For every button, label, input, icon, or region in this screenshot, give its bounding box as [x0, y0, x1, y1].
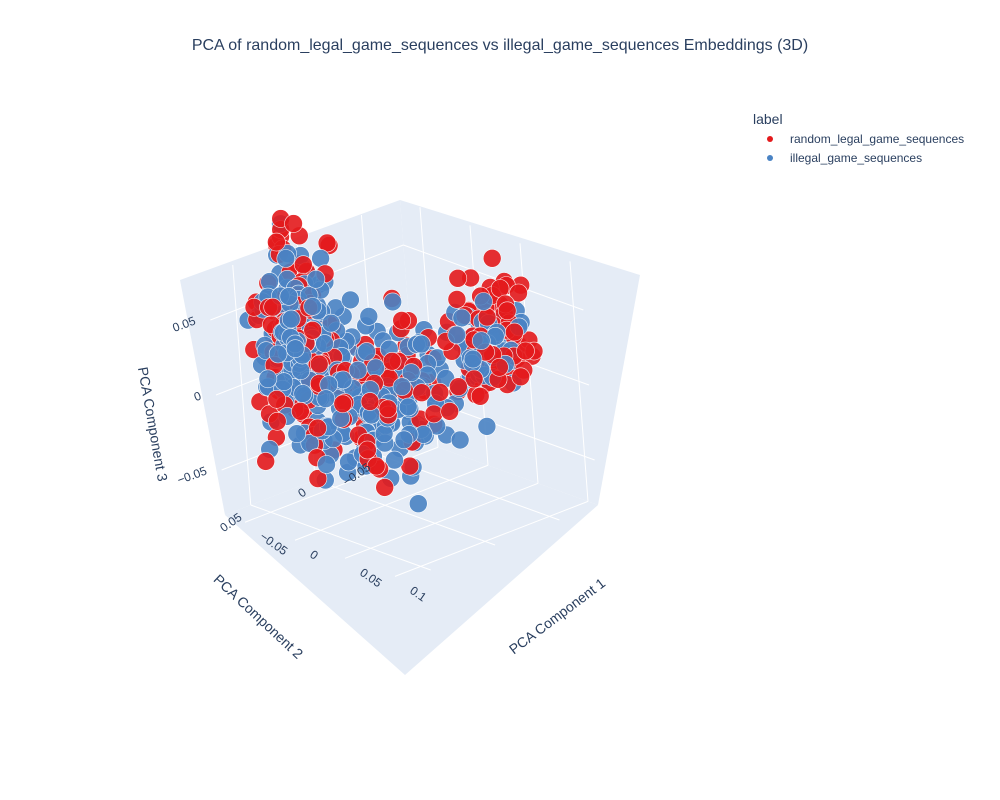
legend-title: label — [753, 111, 783, 127]
point-illegal — [408, 494, 428, 514]
legend-label-illegal: illegal_game_sequences — [790, 151, 922, 165]
grid-line — [294, 464, 489, 541]
point-random-legal — [303, 320, 323, 340]
point-random-legal — [392, 311, 412, 330]
point-illegal — [374, 424, 394, 444]
point-random-legal — [267, 411, 287, 431]
grid-line — [314, 479, 496, 546]
point-illegal — [317, 455, 336, 474]
point-illegal — [293, 384, 313, 403]
point-random-legal — [516, 341, 535, 361]
point-random-legal — [412, 383, 432, 403]
point-random-legal — [267, 232, 286, 252]
point-random-legal — [308, 469, 328, 488]
point-illegal — [274, 372, 294, 392]
y-axis-title: PCA Component 2 — [211, 571, 307, 662]
point-illegal — [477, 417, 497, 436]
point-illegal — [287, 424, 307, 444]
point-illegal — [303, 297, 322, 316]
point-random-legal — [309, 354, 329, 374]
point-illegal — [357, 342, 376, 361]
point-illegal — [450, 430, 470, 450]
point-random-legal — [511, 367, 531, 387]
z-tick-label: 0 — [192, 389, 203, 405]
point-random-legal — [430, 382, 450, 402]
z-tick-label: −0.05 — [175, 464, 209, 488]
point-illegal — [412, 334, 431, 354]
point-random-legal — [360, 392, 380, 411]
point-illegal — [447, 325, 467, 345]
floor-pane — [225, 440, 598, 675]
grid-line — [403, 244, 584, 311]
point-illegal — [348, 360, 368, 380]
point-random-legal — [490, 357, 509, 377]
legend-item-illegal[interactable]: illegal_game_sequences — [767, 151, 922, 165]
point-illegal — [471, 331, 491, 351]
point-illegal — [385, 450, 404, 470]
point-illegal — [285, 339, 305, 359]
point-random-legal — [477, 307, 497, 327]
point-random-legal — [308, 418, 327, 438]
point-random-legal — [382, 351, 402, 371]
legend-marker-random-legal — [767, 136, 773, 142]
grid-line — [394, 500, 589, 577]
grid-line — [250, 504, 431, 571]
point-illegal — [279, 287, 299, 306]
point-illegal — [359, 307, 379, 326]
point-illegal — [401, 363, 421, 383]
point-illegal — [306, 269, 326, 289]
point-illegal — [463, 349, 483, 369]
point-illegal — [321, 313, 341, 333]
point-random-legal — [482, 248, 502, 268]
point-random-legal — [378, 399, 398, 419]
point-illegal — [452, 308, 472, 328]
point-random-legal — [358, 440, 377, 460]
point-random-legal — [284, 214, 303, 233]
point-illegal — [268, 344, 288, 364]
point-random-legal — [263, 297, 283, 317]
legend: label random_legal_game_sequences illega… — [753, 111, 964, 165]
point-illegal — [392, 377, 412, 397]
point-illegal — [291, 361, 311, 381]
scatter-points — [238, 209, 544, 514]
point-random-legal — [447, 290, 467, 309]
z-axis-title: PCA Component 3 — [135, 366, 171, 483]
point-random-legal — [464, 369, 484, 389]
point-random-legal — [291, 401, 310, 421]
point-illegal — [258, 369, 278, 389]
point-illegal — [281, 309, 301, 329]
x-axis-title: PCA Component 1 — [506, 575, 608, 658]
3d-scene[interactable] — [180, 200, 640, 675]
point-random-legal — [449, 377, 468, 397]
point-random-legal — [375, 478, 395, 497]
point-random-legal — [256, 452, 276, 471]
legend-item-random-legal[interactable]: random_legal_game_sequences — [767, 132, 964, 146]
point-illegal — [394, 430, 414, 450]
point-illegal — [315, 334, 334, 353]
point-random-legal — [497, 301, 517, 321]
point-random-legal — [293, 255, 313, 275]
point-illegal — [316, 389, 336, 409]
point-random-legal — [505, 322, 524, 342]
point-illegal — [339, 452, 358, 472]
legend-label-random-legal: random_legal_game_sequences — [790, 132, 964, 146]
chart-title: PCA of random_legal_game_sequences vs il… — [192, 37, 808, 54]
point-random-legal — [267, 389, 287, 409]
point-illegal — [474, 292, 493, 311]
point-random-legal — [440, 402, 460, 421]
point-illegal — [383, 292, 403, 312]
grid-line — [344, 482, 539, 559]
legend-marker-illegal — [767, 155, 773, 161]
point-random-legal — [470, 386, 490, 406]
point-random-legal — [366, 456, 386, 476]
point-random-legal — [509, 283, 528, 303]
point-illegal — [276, 249, 296, 268]
point-illegal — [341, 290, 360, 310]
point-random-legal — [424, 404, 444, 424]
point-illegal — [366, 358, 386, 378]
point-random-legal — [333, 394, 353, 414]
point-random-legal — [448, 268, 468, 288]
point-illegal — [398, 397, 418, 417]
